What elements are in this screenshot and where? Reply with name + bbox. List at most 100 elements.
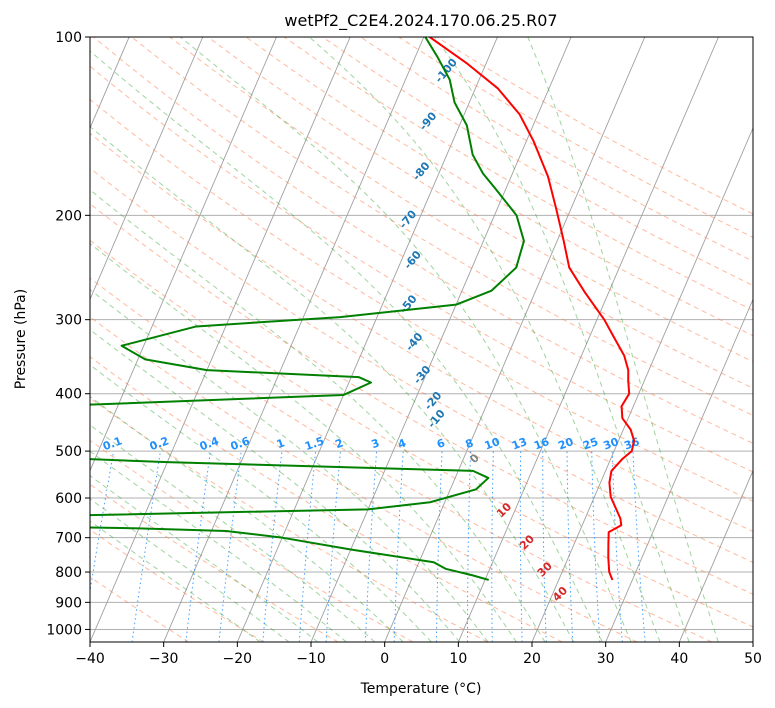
mixing-ratio-label: 2 <box>333 436 345 451</box>
profile-series <box>90 37 636 581</box>
mixing-ratio-line <box>90 451 115 594</box>
y-tick-label: 200 <box>55 208 82 224</box>
mixing-ratio-line <box>435 451 443 642</box>
mixing-ratio-label: 0.4 <box>198 434 221 453</box>
moist-adiabat <box>434 37 690 642</box>
mixing-ratio-label: 13 <box>510 435 529 452</box>
x-tick-label: 20 <box>523 651 541 667</box>
moist-adiabat <box>90 395 404 642</box>
moist-adiabat <box>90 450 347 642</box>
mixing-ratio-line <box>393 451 404 642</box>
moist-adiabat <box>90 288 489 642</box>
isotherm-line <box>384 37 646 642</box>
dry-adiabat <box>90 167 753 563</box>
chart-title: wetPf2_C2E4.2024.170.06.25.R07 <box>284 11 557 31</box>
mixing-ratio-label: 4 <box>396 436 408 451</box>
mixing-ratio-label: 36 <box>622 435 641 453</box>
moist-adiabat <box>90 189 546 642</box>
isotherm-line <box>457 37 719 642</box>
mixing-ratio-label: 30 <box>602 435 621 453</box>
dry-adiabat <box>131 37 753 417</box>
moist-adiabat <box>90 329 461 642</box>
mixing-ratio-line <box>611 451 623 642</box>
temperature-profile-line <box>429 37 636 581</box>
y-tick-label: 100 <box>55 30 82 46</box>
x-tick-label: −20 <box>223 651 253 667</box>
dry-adiabat <box>90 483 339 642</box>
isotherm-line <box>605 298 753 642</box>
moist-adiabat <box>90 242 517 642</box>
y-tick-label: 900 <box>55 595 82 611</box>
moist-adiabat <box>90 364 432 642</box>
y-axis: 100 200 300 400 500 600 700 800 900 1000 <box>46 30 90 638</box>
mixing-ratio-line <box>325 451 341 642</box>
y-tick-label: 800 <box>55 565 82 581</box>
moist-adiabat <box>90 50 603 642</box>
mixing-ratio-label: 0.1 <box>101 434 124 453</box>
mixing-ratio-line <box>632 451 646 642</box>
dry-adiabat <box>90 132 753 532</box>
y-axis-title: Pressure (hPa) <box>13 289 29 389</box>
mixing-ratio-line <box>185 451 211 642</box>
dry-adiabat <box>90 439 414 642</box>
y-tick-label: 500 <box>55 444 82 460</box>
x-axis: −40 −30 −20 −10 0 10 20 30 40 50 <box>75 642 762 667</box>
moist-adiabat <box>90 125 575 642</box>
mixing-ratio-label: 8 <box>464 436 476 451</box>
x-tick-label: −40 <box>75 651 105 667</box>
x-tick-label: 0 <box>380 651 389 667</box>
x-tick-label: 50 <box>744 651 762 667</box>
mixing-ratio-label: 0.6 <box>229 434 252 453</box>
dry-adiabat <box>90 65 753 473</box>
y-tick-label: 700 <box>55 531 82 547</box>
x-axis-title: Temperature (°C) <box>360 681 482 697</box>
moist-adiabat <box>90 520 261 642</box>
isotherm-line <box>163 37 425 642</box>
mixing-ratio-line <box>519 451 523 642</box>
mixing-ratio-label: 1.5 <box>303 434 326 453</box>
dry-adiabat <box>90 203 753 595</box>
moist-adiabat <box>180 37 632 642</box>
isotherm-line <box>531 126 753 642</box>
dry-adiabat <box>90 239 753 628</box>
isotherm-line <box>90 37 204 301</box>
mixing-ratio-line <box>364 451 378 642</box>
mixing-ratio-label: 3 <box>370 436 382 451</box>
y-tick-label: 400 <box>55 387 82 403</box>
isotherm-line <box>90 37 351 642</box>
x-tick-label: 10 <box>449 651 467 667</box>
mixing-ratio-label: 1 <box>275 436 287 451</box>
dewpoint-profile-line <box>90 37 525 581</box>
mixing-ratio-label: 20 <box>556 435 575 453</box>
y-tick-label: 600 <box>55 491 82 507</box>
x-tick-label: 40 <box>670 651 688 667</box>
dry-adiabat <box>90 397 488 642</box>
mixing-ratio-label: 25 <box>581 435 600 452</box>
mixing-ratio-line <box>218 451 242 642</box>
dry-adiabat <box>283 37 753 311</box>
isotherm-line <box>678 469 753 642</box>
plot-frame <box>89 36 754 643</box>
mixing-ratio-label: 10 <box>483 435 502 453</box>
mixing-ratio-line <box>491 451 494 642</box>
mixing-ratio-label: 0.2 <box>148 434 171 453</box>
dry-adiabat <box>207 37 753 363</box>
background-lines <box>90 37 753 642</box>
mixing-ratio-line <box>566 451 574 642</box>
moist-adiabat <box>90 424 376 642</box>
y-tick-label: 1000 <box>46 622 82 638</box>
mixing-ratio-line <box>467 451 472 642</box>
y-tick-label: 300 <box>55 313 82 329</box>
moist-adiabat <box>527 37 719 642</box>
moist-adiabat <box>90 475 319 642</box>
mixing-ratio-label: 16 <box>532 435 551 453</box>
moist-adiabat <box>308 37 661 642</box>
mixing-ratio-label: 6 <box>435 436 447 451</box>
x-tick-label: −10 <box>296 651 326 667</box>
mixing-ratio-line <box>298 451 317 642</box>
mixing-ratio-line <box>262 451 283 642</box>
x-tick-label: 30 <box>597 651 615 667</box>
mixing-ratio-line <box>131 451 161 642</box>
dry-adiabat <box>90 356 563 642</box>
